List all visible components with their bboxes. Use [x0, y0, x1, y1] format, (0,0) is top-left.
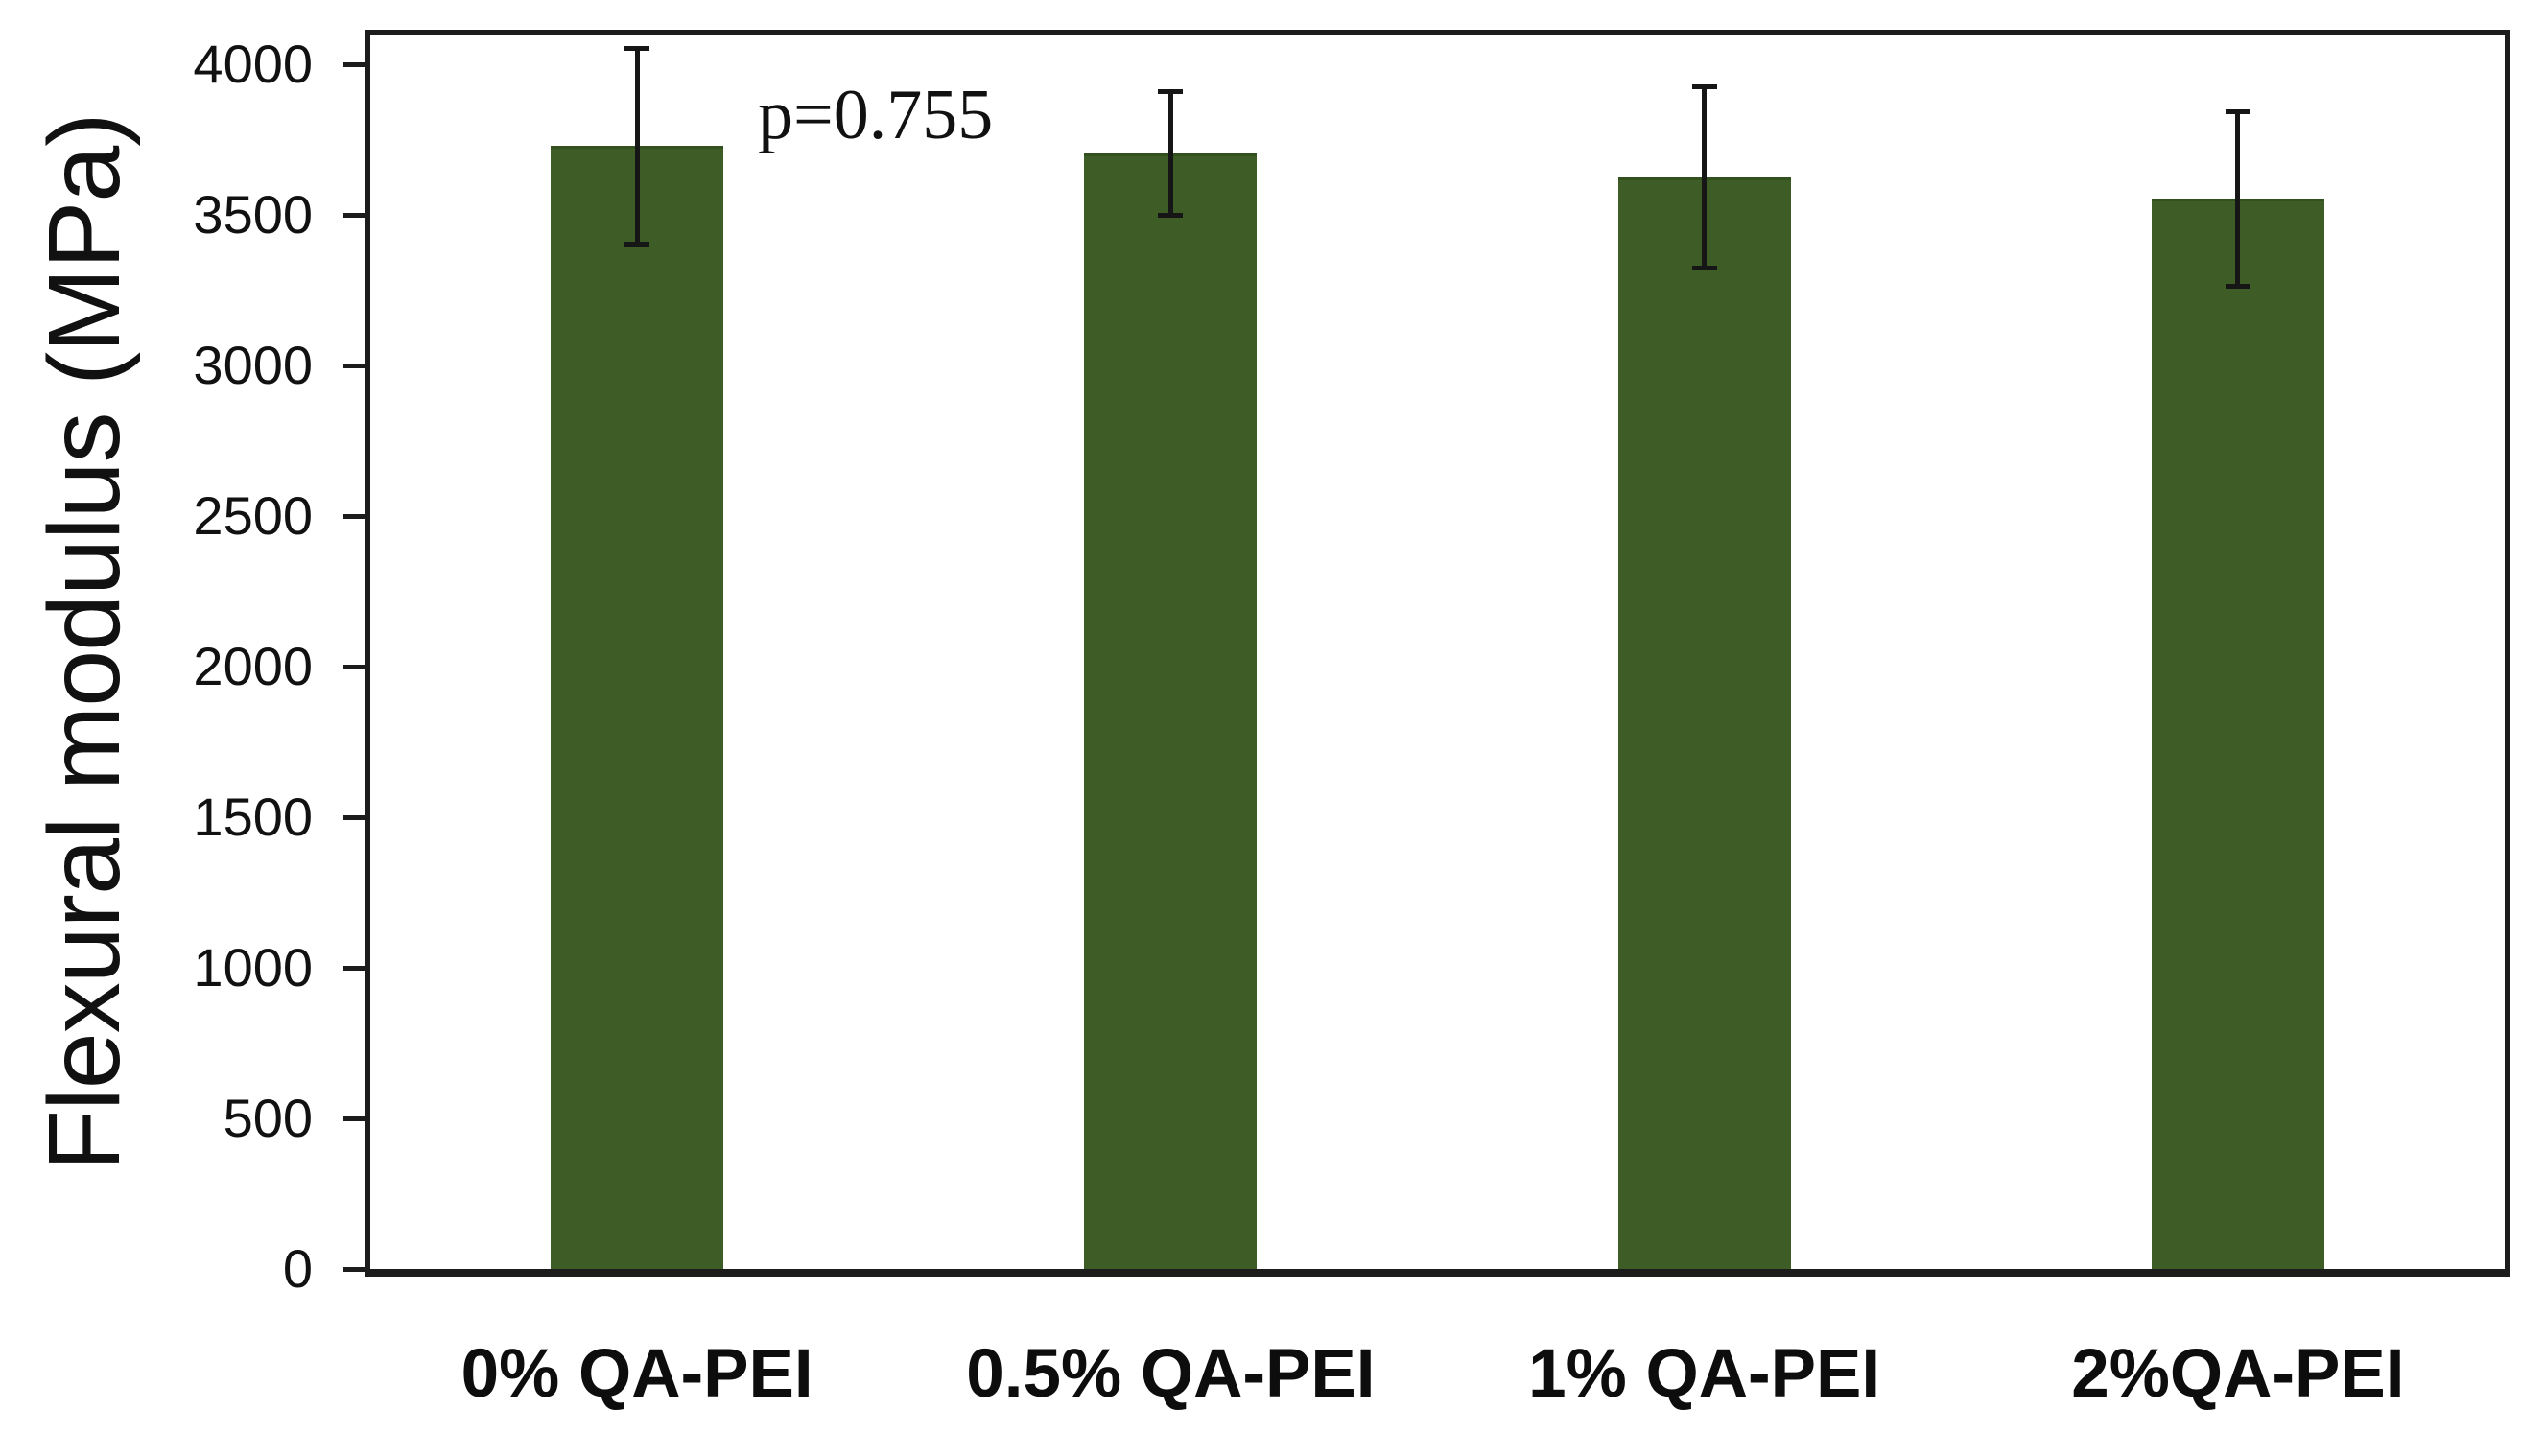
x-category-label: 0.5% QA-PEI: [966, 1336, 1376, 1412]
y-tick-mark: [343, 363, 365, 368]
error-bar-cap: [624, 241, 650, 247]
error-bar: [634, 48, 640, 245]
bar: [2151, 199, 2324, 1269]
y-tick-mark: [343, 61, 365, 67]
y-tick-label: 2500: [193, 485, 313, 547]
plot-area: p=0.755 0 500 1000 1500 2000 2500 3000 3500 4000: [193, 30, 2510, 1299]
y-tick-label: 1500: [193, 787, 313, 848]
y-tick-label: 0: [282, 1238, 313, 1299]
y-tick-mark: [343, 1115, 365, 1121]
error-bar-cap: [2225, 108, 2250, 114]
y-tick-label: 4000: [193, 34, 313, 95]
error-bar-cap: [1158, 212, 1184, 218]
x-axis-labels: 0% QA-PEI 0.5% QA-PEI 1% QA-PEI 2%QA-PEI: [370, 1335, 2505, 1431]
y-tick-label: 1000: [193, 937, 313, 998]
y-tick-mark: [343, 212, 365, 218]
plot-inner: p=0.755 0 500 1000 1500 2000 2500 3000 3500 4000: [193, 34, 2505, 1299]
y-tick-mark: [343, 664, 365, 669]
error-bar: [1167, 91, 1173, 216]
error-bar-cap: [1691, 84, 1717, 90]
error-bar: [1702, 86, 1708, 269]
y-tick-label: 2000: [193, 636, 313, 697]
error-bar: [2235, 111, 2241, 287]
x-category-label: 2%QA-PEI: [2071, 1336, 2405, 1412]
bar: [1617, 177, 1791, 1269]
y-tick-label: 3000: [193, 335, 313, 396]
bar: [1084, 153, 1258, 1269]
error-bar-cap: [1158, 89, 1184, 95]
bar: [551, 146, 724, 1269]
x-category-label: 1% QA-PEI: [1528, 1336, 1881, 1412]
y-tick-mark: [343, 1266, 365, 1272]
x-category-label: 0% QA-PEI: [460, 1336, 813, 1412]
y-tick-mark: [343, 513, 365, 519]
y-tick-mark: [343, 814, 365, 820]
p-value-annotation: p=0.755: [758, 76, 994, 154]
error-bar-cap: [624, 45, 650, 51]
y-tick-mark: [343, 965, 365, 971]
y-tick-label: 3500: [193, 184, 313, 246]
error-bar-cap: [1691, 265, 1717, 270]
y-tick-label: 500: [223, 1088, 313, 1149]
error-bar-cap: [2225, 283, 2250, 289]
